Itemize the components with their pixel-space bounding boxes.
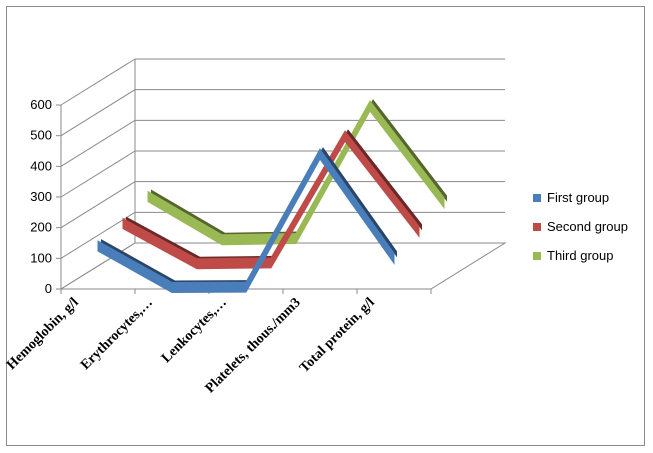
gridline-side <box>60 58 136 106</box>
series-line <box>122 130 420 270</box>
legend-label: First group <box>547 190 609 205</box>
x-tick-label: Hemoglobin, g/l <box>4 295 82 373</box>
series-group <box>97 99 447 293</box>
y-tick-label: 300 <box>30 189 52 204</box>
legend-swatch <box>533 194 541 202</box>
series-line <box>147 100 445 246</box>
gridline-side <box>60 150 136 198</box>
legend-swatch <box>533 252 541 260</box>
chart-floor <box>59 242 507 294</box>
y-axis: 0 100 200 300 400 500 600 <box>30 97 62 296</box>
y-tick-label: 0 <box>45 281 52 296</box>
gridline-side <box>60 89 136 137</box>
legend: First group Second group Third group <box>533 190 628 263</box>
x-tick-label: Erythrocytes,… <box>78 295 156 373</box>
y-tick-label: 200 <box>30 220 52 235</box>
y-tick-label: 100 <box>30 250 52 265</box>
y-tick-label: 600 <box>30 97 52 112</box>
legend-label: Third group <box>547 248 613 263</box>
legend-label: Second group <box>547 219 628 234</box>
gridline-side <box>60 181 136 229</box>
gridline-side <box>60 119 136 167</box>
x-tick-label: Lenkocytes,… <box>159 295 230 366</box>
series-line <box>97 148 395 293</box>
y-tick-label: 400 <box>30 158 52 173</box>
x-tick-label: Total protein, g/l <box>297 295 378 376</box>
legend-swatch <box>533 223 541 231</box>
y-tick-label: 500 <box>30 128 52 143</box>
